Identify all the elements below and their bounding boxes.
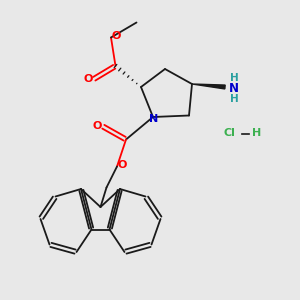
- Text: H: H: [252, 128, 261, 139]
- Text: O: O: [112, 31, 121, 41]
- Text: N: N: [229, 82, 239, 95]
- Text: O: O: [92, 121, 102, 131]
- Polygon shape: [192, 84, 225, 89]
- Text: O: O: [118, 160, 127, 170]
- Text: Cl: Cl: [224, 128, 236, 139]
- Text: H: H: [230, 73, 238, 83]
- Text: H: H: [230, 94, 238, 104]
- Text: O: O: [83, 74, 93, 85]
- Text: N: N: [149, 114, 158, 124]
